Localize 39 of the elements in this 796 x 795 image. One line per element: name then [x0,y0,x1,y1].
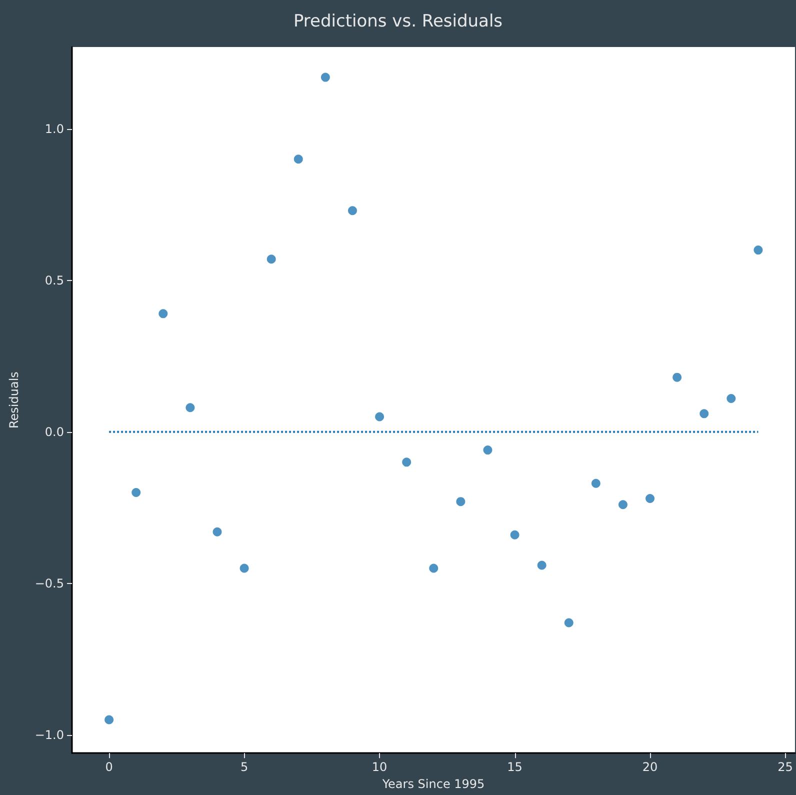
x-tick-label: 5 [240,760,248,774]
point [537,560,546,570]
point [186,403,195,412]
point [672,372,682,382]
point [726,394,736,404]
point [212,527,222,536]
point [591,478,600,488]
point [158,309,168,318]
point [104,715,114,724]
point [483,446,492,455]
point [132,488,141,497]
x-tick-label: 20 [642,760,658,774]
point [700,409,709,418]
chart-title: Predictions vs. Residuals [293,12,503,32]
point [510,530,520,540]
y-tick-label: 0.5 [44,273,64,288]
point [294,154,303,164]
x-tick-label: 25 [778,760,793,774]
point [348,206,357,216]
point [429,564,438,573]
y-tick-label: −0.5 [34,576,64,590]
point [375,412,384,422]
point [646,494,655,504]
x-tick-label: 15 [507,760,522,774]
x-axis-title: Years Since 1995 [381,777,485,791]
point [618,500,628,510]
point [266,254,276,264]
y-axis-title: Residuals [7,372,21,429]
point [402,458,412,467]
point [564,618,574,628]
point [320,72,330,82]
y-tick-label: 0.0 [44,424,64,439]
point [754,246,763,255]
x-tick-label: 0 [105,760,113,774]
y-tick-label: 1.0 [44,122,64,136]
x-tick-label: 10 [372,760,388,774]
y-tick-label: −1.0 [34,728,64,742]
point [456,497,466,506]
point [240,564,249,573]
